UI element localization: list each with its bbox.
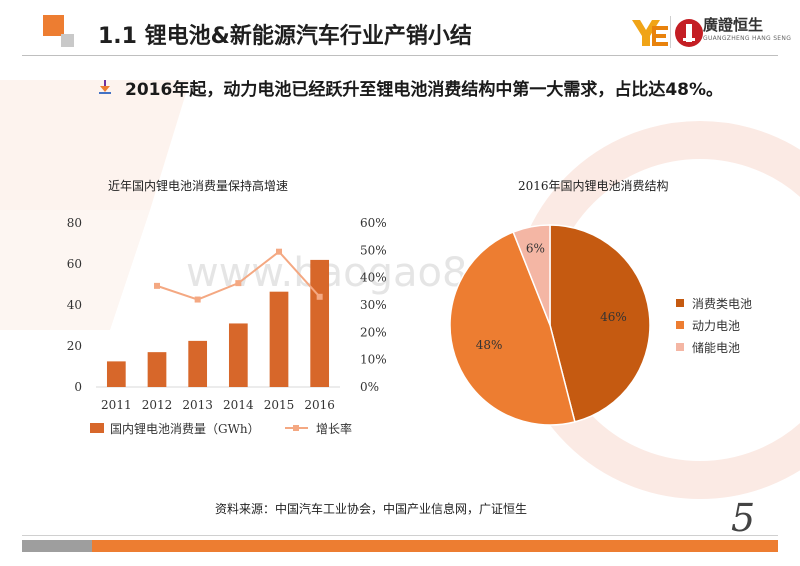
company-logo	[632, 19, 703, 47]
legend-swatch-marker	[293, 425, 299, 431]
title-decoration-orange	[43, 15, 64, 36]
source-note: 资料来源：中国汽车工业协会，中国产业信息网，广证恒生	[215, 502, 528, 516]
y-right-tick-label: 10%	[360, 353, 387, 367]
bar-2015	[269, 291, 289, 387]
bar-2014	[228, 323, 248, 387]
bar-2012	[147, 352, 167, 387]
y-right-tick-label: 20%	[360, 325, 387, 339]
bar-2016	[310, 259, 330, 387]
footer-bar-orange	[92, 540, 778, 552]
x-tick-label: 2014	[223, 398, 254, 412]
y-left-tick-label: 0	[74, 380, 82, 394]
legend-swatch	[676, 321, 684, 329]
title-divider	[22, 55, 778, 56]
y-right-tick-label: 30%	[360, 298, 387, 312]
y-left-tick-label: 20	[67, 339, 82, 353]
page-number: 5	[731, 496, 756, 540]
legend-label: 储能电池	[692, 340, 740, 355]
y-right-tick-label: 50%	[360, 243, 387, 257]
x-tick-label: 2015	[264, 398, 295, 412]
legend-label-line: 增长率	[316, 421, 352, 436]
x-tick-label: 2016	[304, 398, 335, 412]
growth-rate-point	[154, 282, 160, 289]
legend-label: 动力电池	[692, 319, 740, 333]
tower-logo-icon	[675, 19, 703, 47]
combo-bar-line-chart: 0 20 40 60 80 0% 10% 20% 30% 40% 50% 60% 2011 2012 201…	[67, 216, 387, 436]
y-left-tick-label: 60	[67, 257, 82, 271]
ye-logo-icon	[632, 20, 668, 46]
growth-rate-point	[235, 280, 242, 287]
y-right-tick-label: 60%	[360, 216, 387, 230]
growth-rate-point	[276, 248, 282, 255]
pie-slice-2	[449, 231, 576, 426]
pie-slice-1	[549, 224, 651, 423]
growth-rate-line	[156, 250, 321, 301]
pie-chart-title: 2016年国内锂电池消费结构	[518, 179, 669, 193]
pie-data-label: 6%	[526, 241, 545, 255]
x-tick-label: 2011	[101, 398, 132, 412]
legend-swatch-bar	[90, 423, 104, 433]
pie-data-label: 48%	[476, 338, 503, 352]
footer-divider	[22, 535, 778, 536]
bullet-arrow-icon	[99, 80, 111, 94]
bullet-text: 2016年起，动力电池已经跃升至锂电池消费结构中第一大需求，占比达48%。	[125, 80, 724, 100]
logo-divider	[670, 16, 671, 48]
logo-english-name: GUANGZHENG HANG SENG	[703, 35, 792, 42]
logo-chinese-name: 廣證恒生	[703, 16, 764, 34]
y-right-tick-label: 0%	[360, 380, 379, 394]
title-decoration-gray	[61, 34, 74, 47]
pie-slice-3	[512, 224, 551, 326]
y-right-tick-label: 40%	[360, 271, 387, 285]
bar-2011	[106, 361, 126, 387]
pie-data-label: 46%	[600, 310, 627, 324]
y-left-tick-label: 80	[67, 216, 82, 230]
footer-bar-gray	[22, 540, 92, 552]
growth-rate-point	[194, 296, 201, 303]
legend-label: 消费类电池	[692, 297, 752, 311]
legend-swatch	[676, 299, 684, 307]
x-tick-label: 2013	[182, 398, 213, 412]
x-tick-label: 2012	[142, 398, 173, 412]
growth-rate-point	[316, 293, 323, 300]
page-title: 1.1 锂电池&新能源汽车行业产销小结	[98, 24, 472, 49]
y-left-tick-label: 40	[67, 298, 82, 312]
legend-label-bar: 国内锂电池消费量（GWh）	[110, 421, 260, 436]
bar-2013	[188, 340, 208, 387]
bar-chart-title: 近年国内锂电池消费量保持高增速	[108, 179, 289, 193]
legend-swatch	[676, 343, 684, 351]
